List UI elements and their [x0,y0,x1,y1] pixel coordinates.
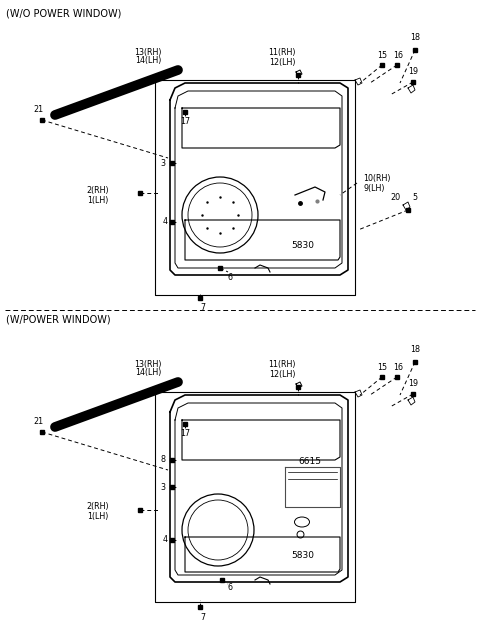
Text: 3: 3 [160,159,166,167]
Text: 6615: 6615 [299,457,322,467]
Text: 17: 17 [180,118,190,126]
Text: 11(RH): 11(RH) [268,48,296,57]
Text: 15: 15 [377,50,387,60]
Text: 14(LH): 14(LH) [135,369,161,377]
Text: 13(RH): 13(RH) [134,360,162,369]
Text: 16: 16 [393,362,403,372]
Text: 2(RH): 2(RH) [87,503,109,511]
Text: 1(LH): 1(LH) [87,196,108,204]
Text: 10(RH): 10(RH) [363,174,391,182]
Text: 18: 18 [410,345,420,355]
Text: 14(LH): 14(LH) [135,57,161,65]
Text: 9(LH): 9(LH) [363,184,384,192]
Text: 3: 3 [160,482,166,491]
Text: 7: 7 [201,304,205,313]
Text: 6: 6 [228,582,232,591]
Text: 19: 19 [408,379,418,389]
Text: 17: 17 [180,430,190,438]
Text: 4: 4 [163,535,168,545]
Text: 21: 21 [33,106,43,114]
Text: 21: 21 [33,418,43,426]
Text: 20: 20 [390,194,400,203]
Text: 13(RH): 13(RH) [134,48,162,57]
Text: 15: 15 [377,362,387,372]
Text: 4: 4 [163,218,168,226]
Text: 12(LH): 12(LH) [269,57,295,67]
Text: 6: 6 [228,274,232,282]
Text: 5: 5 [412,194,418,203]
Text: 18: 18 [410,33,420,43]
Text: (W/POWER WINDOW): (W/POWER WINDOW) [6,315,110,325]
Text: 8: 8 [160,455,166,464]
Text: 5830: 5830 [291,550,314,560]
Text: 1(LH): 1(LH) [87,513,108,521]
Text: 16: 16 [393,50,403,60]
Text: 2(RH): 2(RH) [87,186,109,194]
Text: (W/O POWER WINDOW): (W/O POWER WINDOW) [6,8,121,18]
Text: 7: 7 [201,613,205,621]
Text: 19: 19 [408,67,418,77]
Text: 12(LH): 12(LH) [269,369,295,379]
Text: 11(RH): 11(RH) [268,360,296,369]
Text: 5830: 5830 [291,240,314,250]
